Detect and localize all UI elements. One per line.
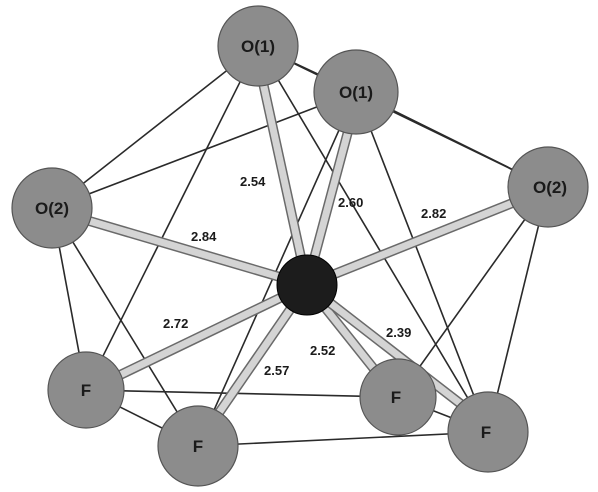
bond-stick (85, 216, 308, 289)
bond-stick (258, 77, 311, 286)
atom-label: F (391, 388, 401, 407)
edge-o2left-f-bottom-left (51, 207, 199, 447)
atom-f-left: F (47, 351, 125, 429)
atom-o2-left: O(2) (11, 167, 93, 249)
atom-o1-top-right: O(1) (313, 49, 399, 135)
atom-label: O(1) (339, 83, 373, 102)
atom-f-bottom-right: F (447, 391, 529, 473)
atom-label: F (193, 437, 203, 456)
edge-o1a-o2left (51, 45, 259, 209)
atom-label: O(1) (241, 37, 275, 56)
edge-o1b-o2left (51, 91, 357, 209)
distance-label: 2.60 (338, 195, 363, 210)
distance-label: 2.52 (310, 343, 335, 358)
bond-distance-labels: 2.54 2.60 2.84 2.82 2.72 2.57 2.52 2.39 (163, 174, 446, 378)
distance-label: 2.84 (191, 229, 217, 244)
edge-o2right-f-bottom-right (487, 186, 549, 433)
atom-o2-right: O(2) (507, 146, 589, 228)
bond-stick (304, 282, 469, 411)
edge-o1b-f-bottom-left (197, 91, 357, 447)
edge-f-left-f-right (85, 389, 399, 398)
distance-label: 2.57 (264, 363, 289, 378)
atom-f-bottom-left: F (157, 405, 239, 487)
edge-f-bottom-left-f-bottom-right (197, 431, 489, 447)
edge-o2right-f-right (397, 186, 549, 398)
atom-label: O(2) (35, 199, 69, 218)
distance-label: 2.82 (421, 206, 446, 221)
distance-label: 2.39 (386, 325, 411, 340)
atom-f-right: F (359, 358, 437, 436)
edge-o1a-f-bottom-right (257, 45, 489, 433)
atom-o1-top-left: O(1) (217, 5, 299, 87)
bond-stick (116, 281, 309, 380)
central-atom (276, 254, 338, 316)
atoms: O(1) O(1) O(2) O(2) F F (11, 5, 589, 487)
edge-o1a-f-left (85, 45, 259, 391)
distance-label: 2.72 (163, 316, 188, 331)
atom-label: O(2) (533, 178, 567, 197)
edge-o1b-f-bottom-right (355, 91, 489, 433)
atom-label: F (81, 381, 91, 400)
atom-label: F (481, 423, 491, 442)
distance-label: 2.54 (240, 174, 266, 189)
bond-stick (305, 196, 522, 289)
